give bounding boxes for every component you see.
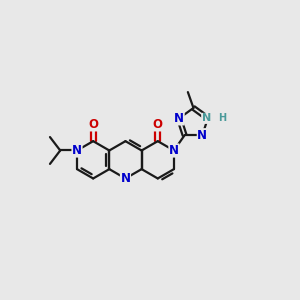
Text: H: H [219,113,227,123]
Text: N: N [174,112,184,125]
Text: N: N [169,144,179,157]
Text: N: N [121,172,130,185]
Text: O: O [88,118,98,131]
Text: O: O [153,118,163,131]
Text: N: N [197,129,207,142]
Text: N: N [72,144,82,157]
Text: N: N [202,113,211,123]
